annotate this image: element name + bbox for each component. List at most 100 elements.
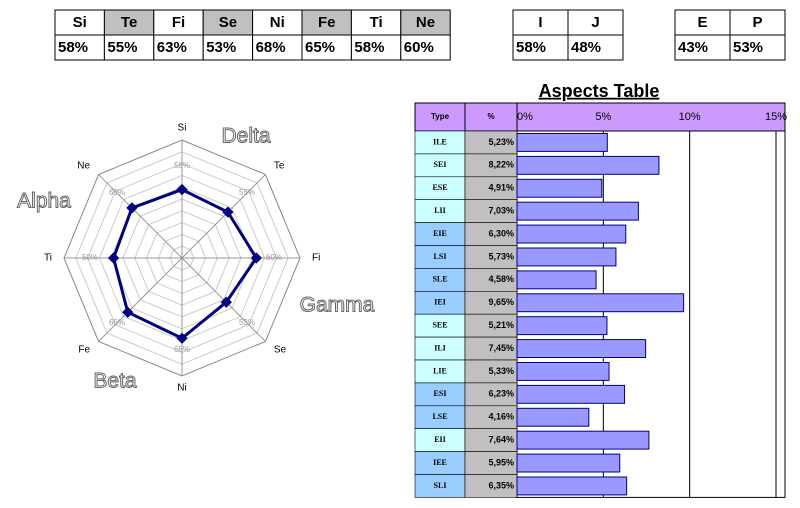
bar	[516, 178, 603, 198]
axis-label: Te	[274, 161, 285, 172]
radial-label: 60%	[266, 253, 282, 262]
bar	[516, 476, 628, 496]
header-text: Si	[73, 14, 87, 31]
quadrant-label: Beta	[93, 370, 137, 393]
header-text: Te	[121, 14, 137, 31]
pct-text: 4,91%	[488, 183, 514, 193]
type-text: SEE	[432, 320, 447, 329]
radar-axis	[181, 174, 266, 259]
value-cell	[252, 34, 303, 61]
quadrant-label: Delta	[221, 125, 270, 148]
radar-marker	[107, 252, 120, 264]
value-text: 58%	[354, 39, 384, 56]
x-tick-label: 5%	[595, 111, 611, 123]
bar	[516, 201, 639, 221]
value-cell	[202, 34, 254, 61]
header-cell	[54, 9, 105, 36]
header-row	[414, 102, 786, 132]
axis-label: Si	[178, 123, 187, 134]
value-text: 58%	[516, 39, 546, 56]
radial-label: 55%	[239, 188, 255, 197]
axis-label: Fi	[312, 253, 320, 264]
bar	[516, 316, 608, 336]
value-cell	[350, 34, 402, 61]
bar	[516, 384, 626, 404]
quadrant-label: Alpha	[17, 190, 71, 213]
x-tick-label: 10%	[679, 111, 701, 123]
value-text: 68%	[256, 39, 286, 56]
type-text: EIE	[433, 229, 447, 238]
column-header: %	[487, 112, 494, 121]
pct-text: 9,65%	[488, 297, 514, 307]
pct-text: 4,58%	[488, 274, 514, 284]
value-text: 60%	[404, 39, 434, 56]
pct-text: 5,23%	[488, 137, 514, 147]
table-title: Aspects Table	[539, 81, 660, 101]
type-text: ESI	[434, 389, 447, 398]
bar	[516, 270, 597, 290]
bar	[516, 155, 660, 175]
type-text: SLE	[432, 275, 447, 284]
type-text: EII	[434, 435, 446, 444]
axis-label: Fe	[78, 345, 90, 356]
value-text: 65%	[305, 39, 335, 56]
header-text: Se	[219, 14, 237, 31]
type-text: LSI	[434, 252, 447, 261]
pct-text: 5,21%	[488, 320, 514, 330]
value-cell	[674, 34, 731, 61]
pct-text: 5,95%	[488, 457, 514, 467]
header-text: Fi	[172, 14, 185, 31]
header-text: Ni	[270, 14, 285, 31]
radar-marker	[176, 183, 188, 196]
type-text: IEI	[434, 298, 446, 307]
value-cell	[153, 34, 204, 61]
pct-text: 7,45%	[488, 343, 514, 353]
radial-label: 53%	[239, 318, 255, 327]
value-text: 58%	[58, 39, 88, 56]
pct-text: 6,35%	[488, 480, 514, 490]
quadrant-label: Gamma	[300, 294, 375, 317]
radar-marker	[126, 202, 138, 214]
radar-marker	[220, 296, 232, 308]
bar	[516, 430, 650, 450]
type-text: ILI	[434, 343, 446, 352]
value-cell	[567, 34, 624, 61]
radial-label: 58%	[174, 161, 190, 170]
column-header: Type	[431, 112, 450, 121]
header-text: P	[752, 14, 762, 31]
pct-text: 7,64%	[488, 435, 514, 445]
bar	[516, 247, 617, 267]
value-cell	[512, 34, 569, 61]
header-text: Ti	[370, 14, 383, 31]
pct-text: 8,22%	[488, 160, 514, 170]
value-text: 53%	[733, 39, 763, 56]
bar	[516, 293, 685, 313]
x-tick-label: 15%	[765, 111, 787, 123]
value-text: 63%	[157, 39, 187, 56]
header-cell	[567, 9, 624, 36]
value-text: 48%	[571, 39, 601, 56]
value-text: 55%	[107, 39, 137, 56]
bar	[516, 362, 610, 381]
bar	[516, 224, 627, 244]
value-cell	[400, 34, 451, 61]
header-text: Fe	[318, 14, 336, 31]
header-cell	[729, 9, 786, 36]
header-cell	[512, 9, 569, 36]
axis-label: Ni	[177, 383, 186, 394]
bar	[516, 453, 621, 473]
pct-text: 6,30%	[488, 228, 514, 238]
pct-text: 5,33%	[488, 366, 514, 376]
pct-text: 7,03%	[488, 206, 514, 216]
header-text: I	[538, 14, 542, 31]
axis-label: Ti	[44, 253, 52, 264]
radar-axis	[98, 174, 183, 259]
bar	[516, 133, 608, 152]
radar-marker	[250, 252, 262, 264]
bar	[516, 339, 647, 359]
radial-label: 68%	[174, 345, 190, 354]
type-text: LIE	[433, 366, 447, 375]
value-cell	[729, 34, 786, 61]
radial-label: 50%	[82, 253, 98, 262]
